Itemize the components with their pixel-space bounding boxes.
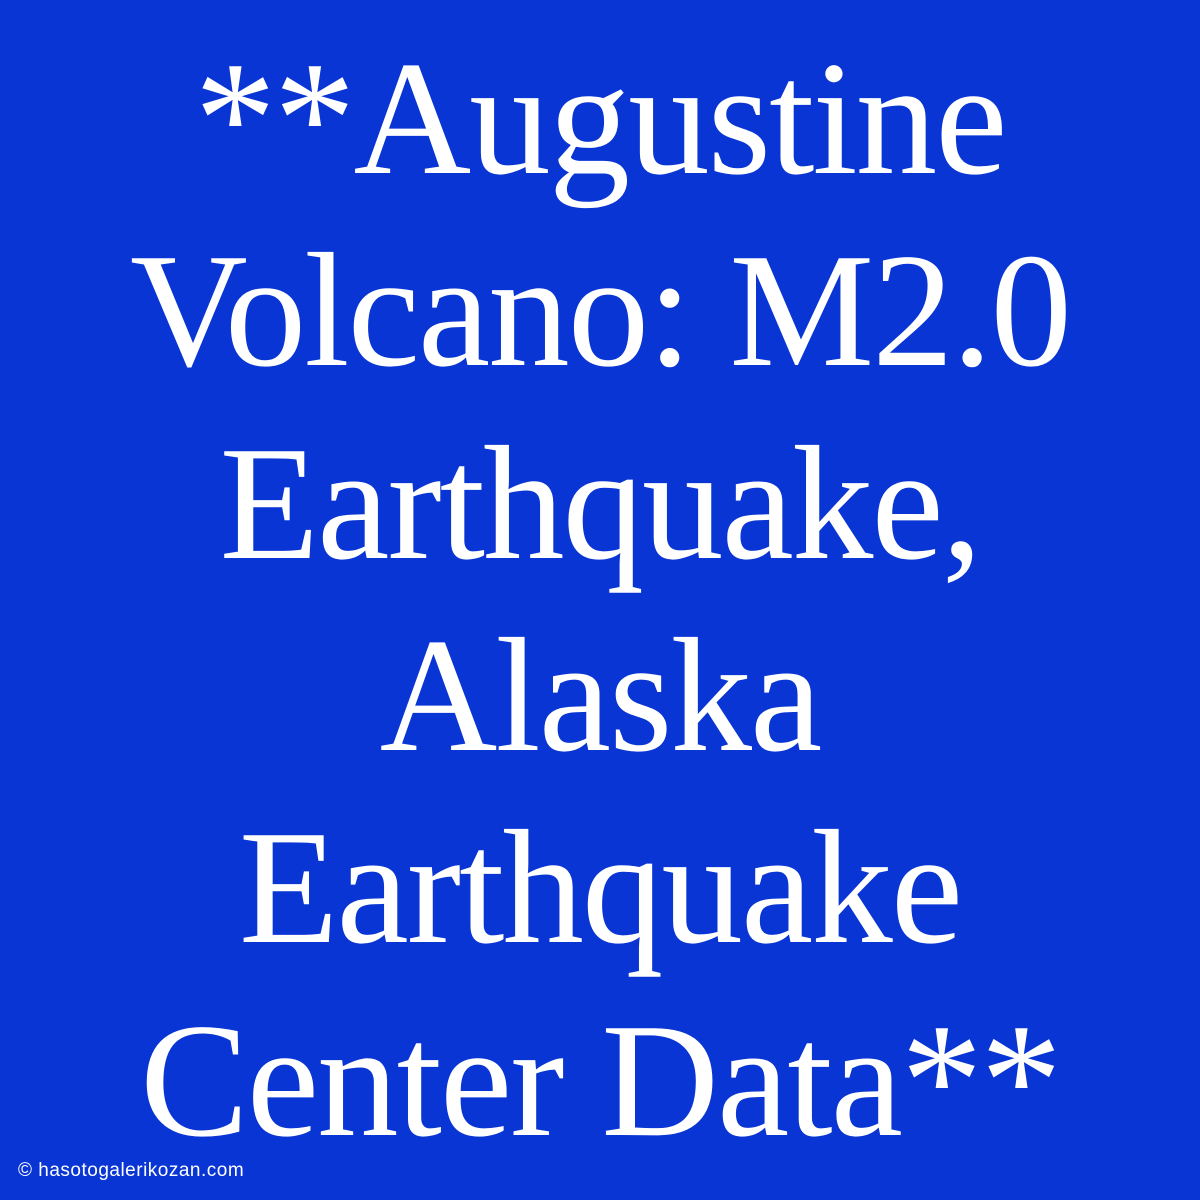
- watermark-text: © hasotogalerikozan.com: [18, 1160, 244, 1182]
- headline-text: **Augustine Volcano: M2.0 Earthquake, Al…: [0, 0, 1200, 1200]
